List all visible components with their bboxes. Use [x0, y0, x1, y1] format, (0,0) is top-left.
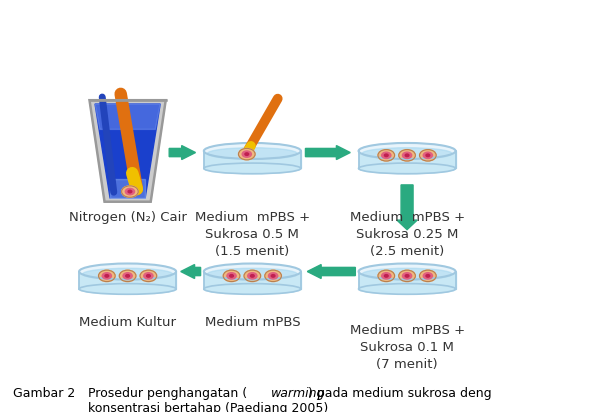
Circle shape — [245, 153, 249, 155]
Text: Medium Kultur: Medium Kultur — [79, 316, 176, 329]
Circle shape — [384, 154, 388, 157]
Polygon shape — [204, 272, 301, 289]
Text: warming: warming — [271, 387, 325, 400]
Circle shape — [402, 273, 412, 279]
Circle shape — [384, 275, 388, 277]
Polygon shape — [95, 104, 160, 198]
Circle shape — [402, 152, 412, 159]
Circle shape — [405, 154, 409, 157]
Text: Medium  mPBS +
Sukrosa 0.1 M
(7 menit): Medium mPBS + Sukrosa 0.1 M (7 menit) — [349, 324, 465, 371]
Circle shape — [125, 188, 135, 195]
Text: Medium  mPBS +
Sukrosa 0.5 M
(1.5 menit): Medium mPBS + Sukrosa 0.5 M (1.5 menit) — [195, 211, 310, 258]
Ellipse shape — [207, 268, 297, 280]
Circle shape — [420, 270, 436, 281]
Ellipse shape — [362, 268, 452, 280]
Ellipse shape — [362, 148, 452, 159]
Ellipse shape — [359, 163, 455, 174]
Ellipse shape — [79, 283, 176, 294]
Polygon shape — [110, 179, 145, 198]
Circle shape — [420, 150, 436, 161]
Polygon shape — [305, 145, 350, 159]
Circle shape — [123, 273, 132, 279]
Circle shape — [229, 275, 234, 277]
Circle shape — [126, 275, 129, 277]
Circle shape — [405, 275, 409, 277]
Circle shape — [269, 273, 278, 279]
Ellipse shape — [204, 264, 301, 279]
Circle shape — [423, 152, 433, 159]
Circle shape — [248, 273, 257, 279]
Circle shape — [224, 270, 240, 281]
Ellipse shape — [207, 148, 297, 159]
Polygon shape — [169, 145, 195, 159]
Circle shape — [119, 270, 136, 281]
Polygon shape — [359, 151, 455, 169]
Polygon shape — [397, 185, 417, 229]
Polygon shape — [95, 104, 160, 129]
Circle shape — [381, 152, 391, 159]
Circle shape — [381, 273, 391, 279]
Ellipse shape — [83, 268, 172, 280]
Polygon shape — [204, 151, 301, 169]
Circle shape — [399, 270, 415, 281]
Circle shape — [242, 151, 252, 157]
Circle shape — [140, 270, 157, 281]
Circle shape — [426, 154, 430, 157]
Circle shape — [147, 275, 150, 277]
Circle shape — [378, 270, 395, 281]
Text: Prosedur penghangatan (: Prosedur penghangatan ( — [88, 387, 247, 400]
Circle shape — [238, 148, 255, 160]
Circle shape — [122, 186, 138, 197]
Ellipse shape — [359, 283, 455, 294]
Ellipse shape — [79, 264, 176, 279]
Text: Medium  mPBS +
Sukrosa 0.25 M
(2.5 menit): Medium mPBS + Sukrosa 0.25 M (2.5 menit) — [349, 211, 465, 258]
Ellipse shape — [204, 163, 301, 174]
Polygon shape — [308, 265, 355, 279]
Circle shape — [271, 275, 275, 277]
Ellipse shape — [359, 143, 455, 159]
Circle shape — [244, 270, 260, 281]
Circle shape — [144, 273, 153, 279]
Text: Medium mPBS: Medium mPBS — [204, 316, 300, 329]
Text: ) pada medium sukrosa deng: ) pada medium sukrosa deng — [308, 387, 491, 400]
Circle shape — [378, 150, 395, 161]
Polygon shape — [89, 100, 166, 202]
Circle shape — [265, 270, 281, 281]
Circle shape — [98, 270, 115, 281]
Polygon shape — [181, 265, 201, 279]
Circle shape — [426, 275, 430, 277]
Text: konsentrasi bertahap (Paediang 2005): konsentrasi bertahap (Paediang 2005) — [88, 402, 328, 412]
Circle shape — [105, 275, 108, 277]
Ellipse shape — [204, 143, 301, 159]
Polygon shape — [359, 272, 455, 289]
Text: Gambar 2: Gambar 2 — [13, 387, 75, 400]
Circle shape — [128, 190, 132, 193]
Polygon shape — [79, 272, 176, 289]
Ellipse shape — [204, 283, 301, 294]
Circle shape — [103, 273, 111, 279]
Ellipse shape — [359, 264, 455, 279]
Text: Nitrogen (N₂) Cair: Nitrogen (N₂) Cair — [69, 211, 187, 224]
Circle shape — [423, 273, 433, 279]
Circle shape — [399, 150, 415, 161]
Circle shape — [227, 273, 236, 279]
Circle shape — [250, 275, 254, 277]
